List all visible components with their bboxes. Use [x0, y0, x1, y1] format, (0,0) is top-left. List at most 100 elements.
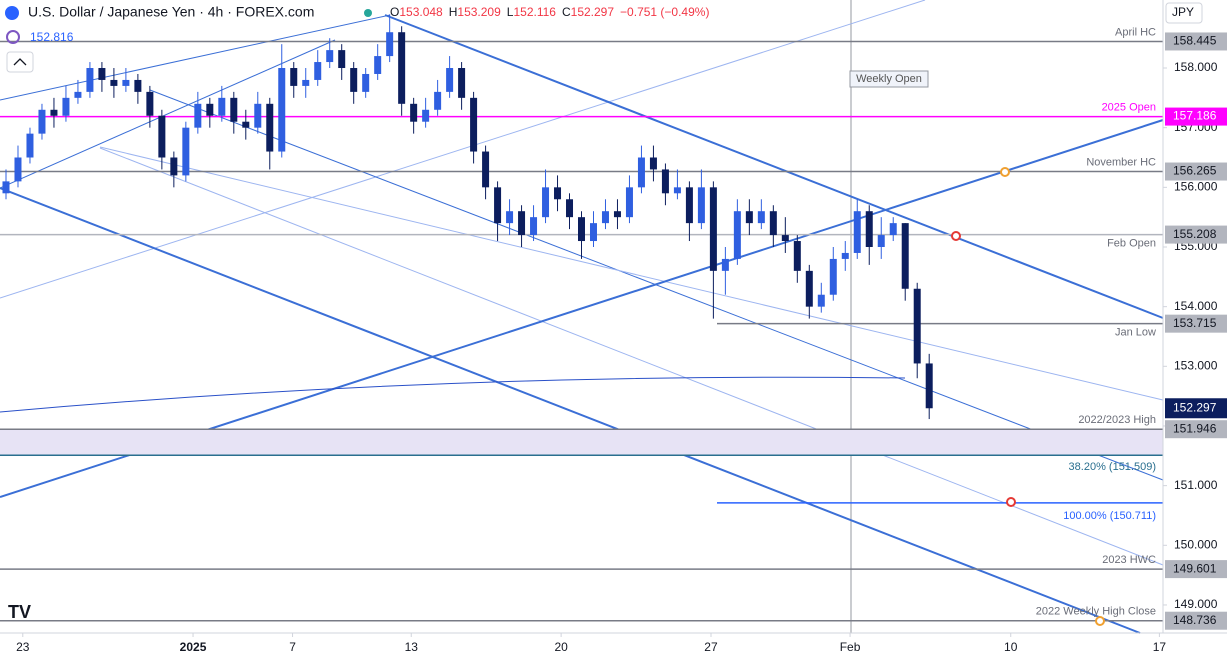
- candle-body: [566, 199, 574, 218]
- collapse-icon[interactable]: [13, 58, 27, 66]
- candle-body: [877, 235, 885, 247]
- ohlc-key: C: [562, 5, 571, 19]
- candle-body: [589, 223, 597, 242]
- ohlc-value: 152.297: [571, 5, 615, 19]
- symbol-icon: [5, 6, 19, 20]
- moving-average: [0, 376, 906, 413]
- candle-body: [110, 79, 118, 86]
- candle-body: [889, 223, 897, 236]
- candle-body: [781, 235, 789, 242]
- pivot-marker: [951, 231, 961, 241]
- candle-body: [913, 288, 921, 364]
- candle-body: [398, 32, 406, 104]
- candle-body: [14, 157, 22, 182]
- x-tick-label: 27: [704, 640, 718, 654]
- levels: April HC 2025 Open November HC Feb Open Jan …: [0, 26, 1163, 622]
- candles: [2, 14, 933, 420]
- candle-body: [434, 91, 442, 110]
- indicator-icon: [6, 30, 20, 44]
- level-label: November HC: [1086, 156, 1156, 168]
- candle-body: [26, 133, 34, 158]
- zone: [0, 429, 1163, 456]
- candle-body: [925, 363, 933, 409]
- candle-body: [50, 109, 58, 116]
- ohlc-value: 153.209: [457, 5, 501, 19]
- y-tick-label: 154.000: [1174, 299, 1218, 313]
- candle-body: [182, 127, 190, 176]
- candle-body: [757, 211, 765, 224]
- candle-body: [709, 187, 717, 271]
- channel-line: [99, 146, 1164, 401]
- candle-body: [829, 258, 837, 295]
- candle-body: [601, 211, 609, 224]
- level-label: 2025 Open: [1102, 101, 1156, 113]
- level-price: 149.601: [1173, 561, 1217, 575]
- x-tick-label: Feb: [840, 640, 861, 654]
- x-tick-label: 13: [405, 640, 419, 654]
- last-price-box: [1165, 398, 1227, 419]
- level-box: [1165, 32, 1227, 51]
- level-box: [1165, 420, 1227, 439]
- status-dot: [364, 9, 372, 17]
- x-tick-label: 2025: [180, 640, 207, 654]
- pivot-marker: [1000, 167, 1010, 177]
- trend-line: [0, 14, 391, 101]
- level-label: April HC: [1115, 26, 1156, 38]
- ohlc-value: 153.048: [399, 5, 443, 19]
- currency[interactable]: JPY: [1172, 5, 1194, 19]
- candle-body: [518, 211, 526, 236]
- candle-body: [841, 252, 849, 259]
- candle-body: [86, 68, 94, 92]
- level-price: 158.445: [1173, 34, 1217, 48]
- collapse-button[interactable]: [6, 51, 34, 73]
- change: −0.751 (−0.49%): [620, 5, 709, 19]
- overlay: Weekly Open: [849, 70, 1105, 626]
- annotation-box: [849, 70, 929, 88]
- candle-body: [242, 121, 250, 128]
- candle-body: [865, 211, 873, 247]
- candle-body: [134, 79, 142, 92]
- candle-body: [817, 294, 825, 307]
- level-label: 2022 Weekly High Close: [1036, 606, 1156, 618]
- candle-body: [745, 211, 753, 224]
- candle-body: [38, 109, 46, 134]
- candle-body: [62, 97, 70, 116]
- time-axis: 23 2025 7 13 20 27 Feb 10 17: [0, 632, 1227, 654]
- symbol: U.S. Dollar / Japanese Yen · 4h · FOREX.…: [28, 4, 314, 20]
- level-label: 2023 HWC: [1102, 554, 1156, 566]
- candle-body: [530, 217, 538, 236]
- level-price: 153.715: [1173, 316, 1217, 330]
- ohlc-key: O: [390, 5, 399, 19]
- candle-body: [2, 181, 10, 194]
- level-label: Feb Open: [1107, 237, 1156, 249]
- candle-body: [661, 169, 669, 194]
- candle-body: [673, 187, 681, 194]
- candle-body: [290, 68, 298, 86]
- indicator-value: 152.816: [30, 30, 74, 44]
- candle-body: [314, 62, 322, 80]
- candle-body: [769, 211, 777, 236]
- ohlc-key: H: [449, 5, 458, 19]
- candle-body: [98, 68, 106, 80]
- candle-body: [901, 223, 909, 289]
- channel-line: [99, 147, 1164, 566]
- candle-body: [458, 68, 466, 98]
- pivot-marker: [1095, 616, 1105, 626]
- level-box: [1165, 314, 1227, 333]
- level-label: 2022/2023 High: [1078, 414, 1156, 426]
- candle-body: [74, 91, 82, 98]
- candle-body: [206, 103, 214, 116]
- candle-body: [122, 79, 130, 86]
- channel-line: [0, 187, 1141, 634]
- level-box: [1165, 162, 1227, 181]
- candle-body: [805, 270, 813, 307]
- candle-body: [554, 187, 562, 200]
- candle-body: [625, 187, 633, 218]
- candle-body: [482, 151, 490, 188]
- candle-body: [542, 187, 550, 218]
- candle-body: [506, 211, 514, 224]
- candle-body: [578, 217, 585, 242]
- currency-button[interactable]: [1165, 2, 1203, 24]
